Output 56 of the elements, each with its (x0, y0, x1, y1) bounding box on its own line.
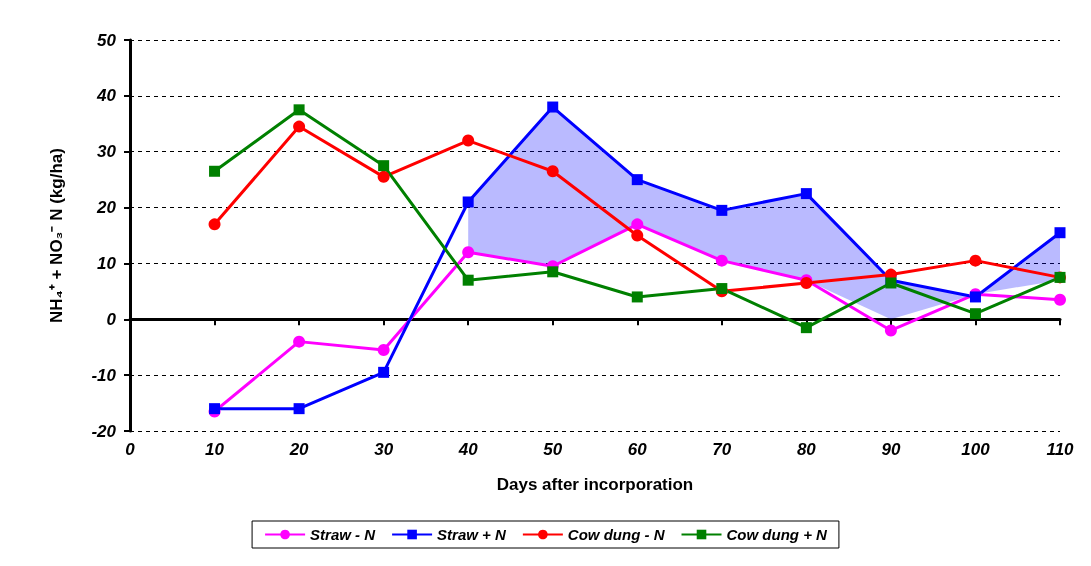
x-tick-label: 10 (205, 440, 225, 459)
x-tick-label: 30 (374, 440, 394, 459)
point (462, 274, 474, 286)
point (378, 160, 390, 172)
point (631, 218, 644, 231)
y-tick-label: 30 (97, 142, 117, 162)
point (884, 324, 897, 337)
x-tick-label: 40 (457, 440, 479, 459)
point (716, 204, 728, 216)
point (462, 196, 474, 208)
point (209, 165, 221, 177)
point (378, 366, 390, 378)
x-tick-label: 80 (796, 440, 817, 459)
y-tick-label: 0 (106, 309, 117, 329)
x-tick-label: 110 (1046, 440, 1075, 459)
y-tick-label: -10 (91, 365, 117, 385)
y-tick-label: 50 (97, 30, 117, 50)
y-tick-label: -20 (91, 421, 117, 441)
point (377, 170, 390, 183)
point (800, 322, 812, 334)
legend-label: Cow dung + N (726, 526, 829, 543)
x-axis-title: Days after incorporation (496, 475, 694, 494)
point (208, 218, 221, 231)
y-tick-label: 10 (97, 253, 117, 273)
point (546, 165, 559, 178)
point (631, 174, 643, 186)
point (293, 403, 305, 415)
x-tick-label: 50 (543, 440, 563, 459)
point (293, 104, 305, 116)
point (800, 188, 812, 200)
x-tick-label: 100 (961, 440, 991, 459)
point (1054, 227, 1066, 239)
legend-label: Cow dung - N (567, 526, 666, 543)
x-tick-label: 90 (881, 440, 901, 459)
point (547, 101, 559, 113)
x-tick-label: 0 (125, 440, 136, 459)
point (462, 134, 475, 147)
legend-label: Straw - N (310, 526, 377, 543)
x-tick-label: 20 (288, 440, 310, 459)
point (293, 120, 306, 133)
y-axis-title: NH₄⁺ + NO₃⁻ N (kg/ha) (47, 148, 66, 323)
point (631, 229, 644, 242)
y-tick-label: 20 (96, 198, 117, 218)
point (715, 254, 728, 267)
x-tick-label: 70 (712, 440, 732, 459)
y-tick-label: 40 (96, 86, 117, 106)
point (969, 308, 981, 320)
point (631, 291, 643, 303)
point (1054, 293, 1066, 306)
point (547, 266, 559, 278)
x-tick-label: 60 (627, 440, 648, 459)
point (293, 335, 306, 348)
point (377, 344, 390, 356)
point (462, 246, 475, 259)
point (969, 254, 982, 267)
legend-label: Straw + N (437, 526, 508, 543)
